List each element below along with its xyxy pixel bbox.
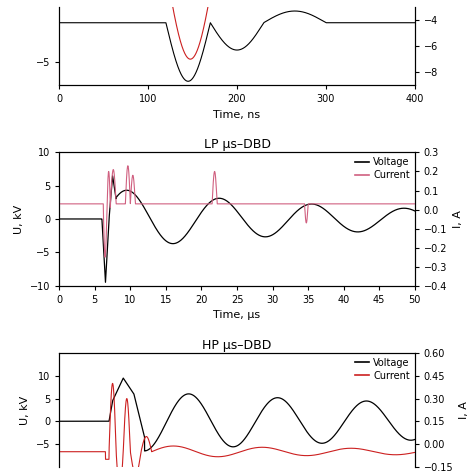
X-axis label: Time, μs: Time, μs bbox=[213, 310, 261, 320]
Y-axis label: U, kV: U, kV bbox=[14, 204, 24, 234]
Y-axis label: I, A: I, A bbox=[459, 401, 469, 419]
Title: LP μs–DBD: LP μs–DBD bbox=[203, 138, 271, 151]
Legend: Voltage, Current: Voltage, Current bbox=[355, 358, 410, 381]
X-axis label: Time, ns: Time, ns bbox=[213, 110, 261, 120]
Y-axis label: I, A: I, A bbox=[453, 210, 463, 228]
Legend: Voltage, Current: Voltage, Current bbox=[355, 157, 410, 180]
Title: HP μs–DBD: HP μs–DBD bbox=[202, 339, 272, 352]
Y-axis label: U, kV: U, kV bbox=[20, 395, 30, 425]
